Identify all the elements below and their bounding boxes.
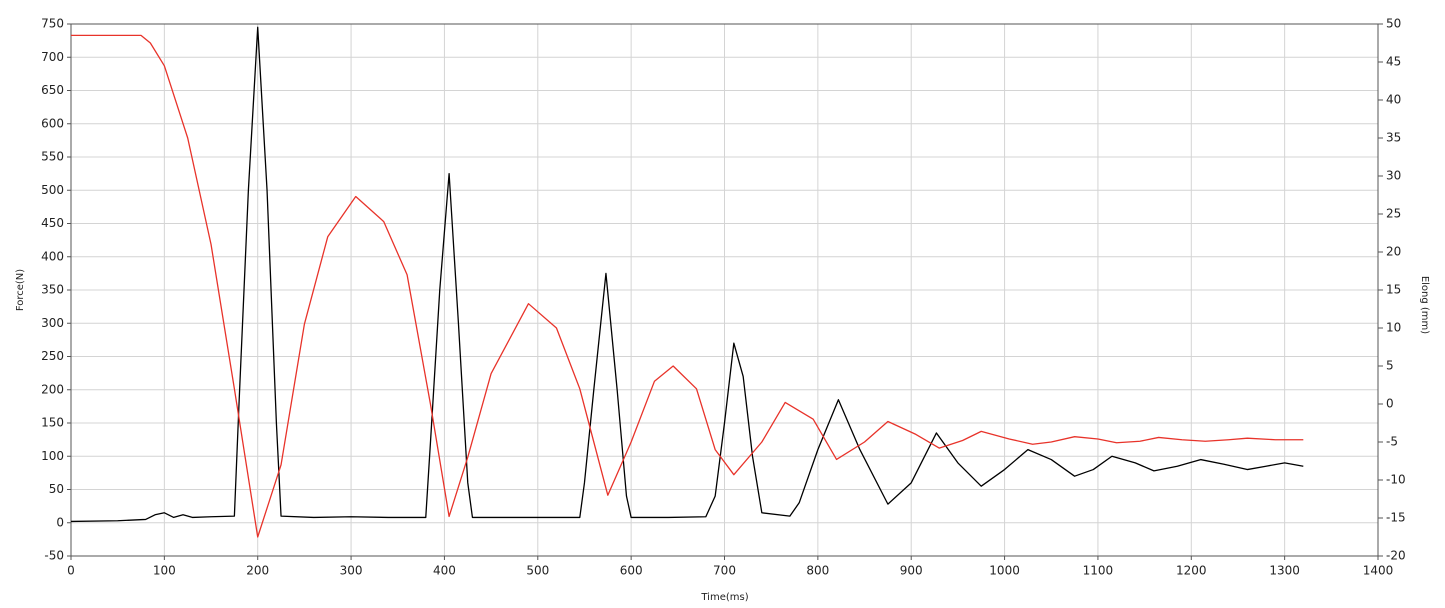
y2-tick-label: 25	[1386, 207, 1401, 221]
data-line	[70, 26, 1304, 523]
x-tick-label: 700	[713, 564, 736, 578]
y-tick-label: 750	[41, 17, 64, 31]
x-tick-label: 1300	[1269, 564, 1300, 578]
y2-tick-label: 10	[1386, 321, 1401, 335]
y2-tick-label: 5	[1386, 359, 1394, 373]
x-tick-label: 900	[900, 564, 923, 578]
x-tick-label: 1200	[1176, 564, 1207, 578]
x-tick-label: 1400	[1363, 564, 1394, 578]
y2-tick-label: 30	[1386, 169, 1401, 183]
y-tick-label: 450	[41, 216, 64, 230]
x-tick-label: 1100	[1083, 564, 1114, 578]
y-tick-label: 150	[41, 416, 64, 430]
x-tick-label: 800	[806, 564, 829, 578]
y-tick-label: 650	[41, 83, 64, 97]
x-tick-label: 400	[433, 564, 456, 578]
y2-tick-label: -20	[1386, 549, 1406, 563]
x-axis-label: Time(ms)	[700, 592, 748, 603]
y2-tick-label: -5	[1386, 435, 1398, 449]
y-tick-label: 350	[41, 283, 64, 297]
x-tick-label: 300	[340, 564, 363, 578]
y-axis-label: Force(N)	[15, 269, 26, 311]
y-tick-label: 700	[41, 50, 64, 64]
x-tick-label: 200	[246, 564, 269, 578]
y2-tick-label: 0	[1386, 397, 1394, 411]
y2-tick-label: 15	[1386, 283, 1401, 297]
y2-tick-label: 35	[1386, 131, 1401, 145]
y2-axis-label: Elong (mm)	[1419, 276, 1430, 334]
y-tick-label: 300	[41, 316, 64, 330]
y-tick-label: 400	[41, 249, 64, 263]
y-tick-label: 0	[56, 515, 64, 529]
y2-tick-label: 50	[1386, 17, 1401, 31]
y-tick-label: -50	[44, 549, 64, 563]
y-tick-label: 200	[41, 382, 64, 396]
x-tick-label: 500	[526, 564, 549, 578]
x-tick-label: 600	[620, 564, 643, 578]
y2-tick-label: 45	[1386, 55, 1401, 69]
data-line	[71, 34, 1304, 538]
x-tick-label: 100	[153, 564, 176, 578]
y2-tick-label: -10	[1386, 473, 1406, 487]
y2-tick-label: 20	[1386, 245, 1401, 259]
y-tick-label: 250	[41, 349, 64, 363]
x-tick-label: 1000	[989, 564, 1020, 578]
y-tick-label: 600	[41, 116, 64, 130]
y-tick-label: 550	[41, 150, 64, 164]
y-tick-label: 500	[41, 183, 64, 197]
y-tick-label: 100	[41, 449, 64, 463]
y-tick-label: 50	[49, 482, 64, 496]
y2-tick-label: 40	[1386, 93, 1401, 107]
x-tick-label: 0	[67, 564, 75, 578]
y2-tick-label: -15	[1386, 511, 1406, 525]
